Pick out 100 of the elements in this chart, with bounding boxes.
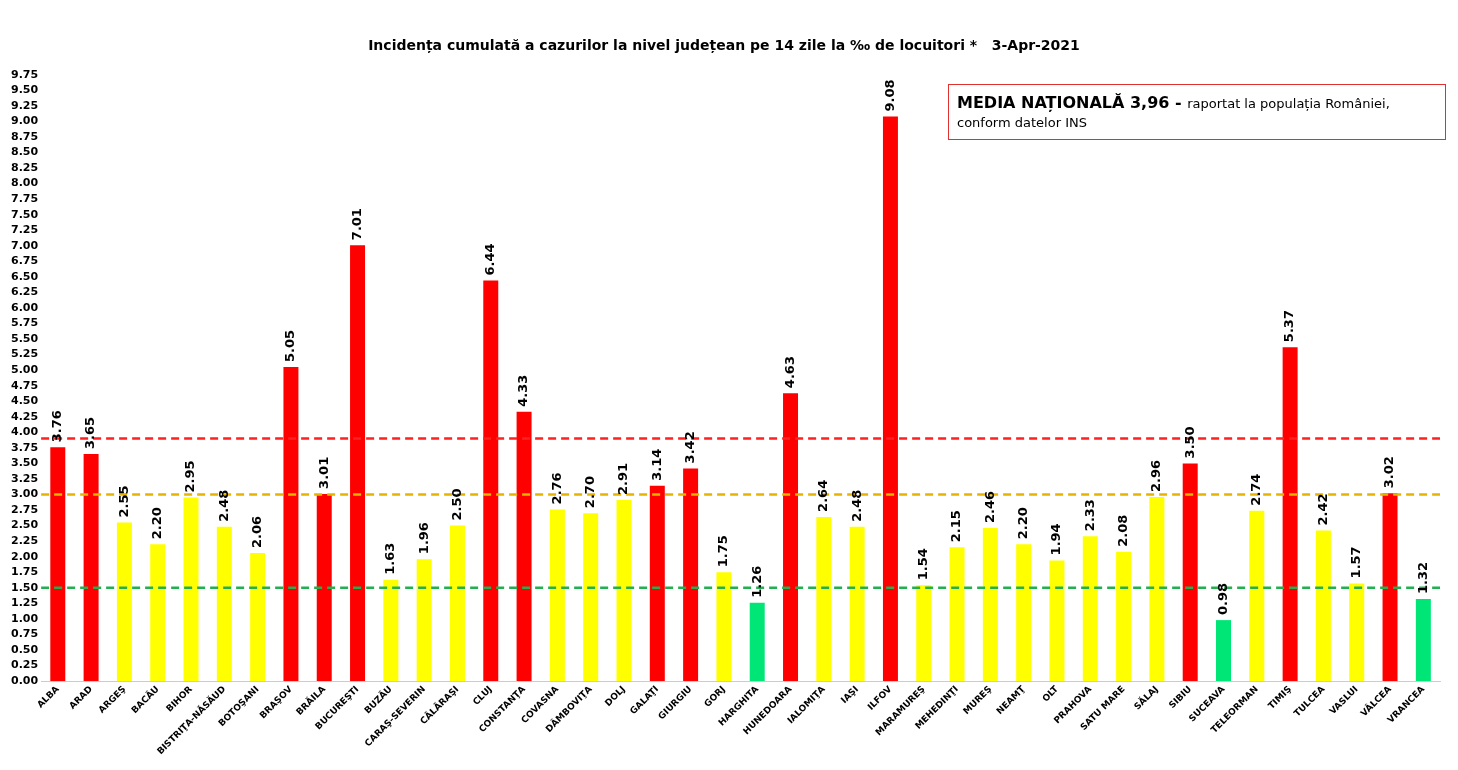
bar	[1149, 496, 1165, 682]
bar	[1349, 583, 1365, 682]
bar	[1182, 463, 1198, 682]
annotation: MEDIA NAȚIONALĂ 3,96 -	[957, 93, 1183, 112]
y-tick-label: 7.75	[11, 192, 39, 206]
bar	[516, 411, 532, 682]
bar	[1315, 530, 1331, 682]
y-tick-label: 9.50	[11, 83, 39, 97]
data-label: 2.15	[948, 510, 964, 543]
data-label: 3.76	[49, 410, 65, 443]
data-label: 1.63	[382, 542, 398, 575]
y-tick-label: 2.75	[11, 502, 39, 516]
data-label: 2.20	[149, 507, 165, 540]
data-label: 2.48	[848, 489, 864, 522]
y-tick-label: 6.25	[11, 285, 39, 299]
bar	[882, 116, 898, 682]
y-tick-label: 3.00	[11, 487, 39, 501]
y-tick-label: 0.00	[11, 673, 39, 687]
data-label: 3.50	[1181, 426, 1197, 459]
chart-title: Incidența cumulată a cazurilor la nivel județean pe 14 zile la ‰ de locuitori * 3-Apr-2021	[368, 37, 1080, 55]
bar	[849, 526, 865, 682]
y-tick-label: 2.00	[11, 549, 39, 563]
data-label: 1.57	[1348, 546, 1364, 579]
y-tick-label: 7.50	[11, 207, 39, 221]
y-tick-label: 1.00	[11, 611, 39, 625]
data-label: 7.01	[348, 208, 364, 241]
bar	[449, 525, 465, 682]
data-label: 4.63	[781, 356, 797, 389]
data-label: 3.42	[681, 431, 697, 464]
bar	[1116, 551, 1132, 682]
y-tick-label: 9.00	[11, 114, 39, 128]
bar	[982, 528, 998, 682]
bar	[1049, 560, 1065, 682]
y-tick-label: 4.75	[11, 378, 39, 392]
bar	[483, 280, 499, 682]
data-label: 2.96	[1148, 459, 1164, 492]
y-tick-label: 3.75	[11, 440, 39, 454]
data-label: 5.05	[282, 329, 298, 363]
y-tick-label: 8.25	[11, 160, 39, 174]
data-label: 2.76	[548, 472, 564, 505]
bar	[183, 497, 199, 682]
bar	[1415, 598, 1431, 682]
bar	[949, 547, 965, 682]
y-tick-label: 5.50	[11, 331, 39, 345]
bar	[649, 485, 665, 682]
y-tick-label: 8.50	[11, 145, 39, 159]
data-label: 1.26	[748, 565, 764, 598]
data-label: 3.02	[1381, 456, 1397, 489]
data-label: 1.54	[915, 548, 931, 581]
data-label: 2.08	[1114, 514, 1130, 547]
data-label: 4.33	[515, 374, 531, 407]
bar	[716, 572, 732, 682]
bar	[1249, 510, 1265, 682]
bar	[416, 559, 432, 682]
y-tick-label: 1.25	[11, 596, 39, 610]
data-label: 2.64	[815, 479, 831, 512]
y-tick-label: 7.25	[11, 223, 39, 237]
y-tick-label: 5.75	[11, 316, 39, 330]
bar	[583, 513, 599, 682]
y-tick-label: 5.25	[11, 347, 39, 361]
y-tick-label: 9.75	[11, 67, 39, 81]
note-box: MEDIA NAȚIONALĂ 3,96 - raportat la populația României, conform datelor INS	[948, 84, 1446, 141]
y-tick-label: 4.25	[11, 409, 39, 423]
bar	[1382, 493, 1398, 682]
data-label: 9.08	[881, 79, 897, 112]
bar	[50, 447, 66, 682]
y-tick-label: 1.50	[11, 580, 39, 594]
bar	[816, 516, 832, 682]
y-tick-label: 4.00	[11, 425, 39, 439]
y-tick-label: 2.25	[11, 533, 39, 547]
data-label: 2.46	[981, 491, 997, 524]
y-tick-label: 8.75	[11, 129, 39, 143]
bar	[549, 509, 565, 682]
y-tick-label: 3.50	[11, 456, 39, 470]
y-tick-label: 5.00	[11, 363, 39, 376]
data-label: 2.95	[182, 460, 198, 493]
y-tick-label: 3.25	[11, 471, 39, 485]
y-tick-label: 6.50	[11, 269, 39, 283]
y-tick-label: 0.75	[11, 627, 39, 641]
y-tick-label: 1.75	[11, 565, 39, 579]
y-tick-label: 0.25	[11, 658, 39, 672]
bar	[83, 454, 99, 682]
data-label: 2.06	[249, 515, 265, 548]
bar	[916, 585, 932, 682]
data-label: 0.98	[1214, 583, 1230, 616]
bar	[1016, 544, 1032, 682]
data-label: 2.33	[1081, 499, 1097, 532]
bar	[283, 367, 299, 682]
bar	[383, 579, 399, 682]
bar	[616, 500, 632, 682]
bar	[783, 393, 799, 682]
bar	[150, 544, 166, 682]
y-tick-label: 6.75	[11, 254, 39, 268]
bar	[1082, 536, 1098, 682]
data-label: 1.32	[1414, 561, 1430, 594]
bar	[250, 552, 266, 682]
bar	[749, 602, 765, 682]
data-label: 1.96	[415, 522, 431, 555]
data-label: 2.74	[1248, 473, 1264, 506]
data-label: 1.75	[715, 535, 731, 568]
